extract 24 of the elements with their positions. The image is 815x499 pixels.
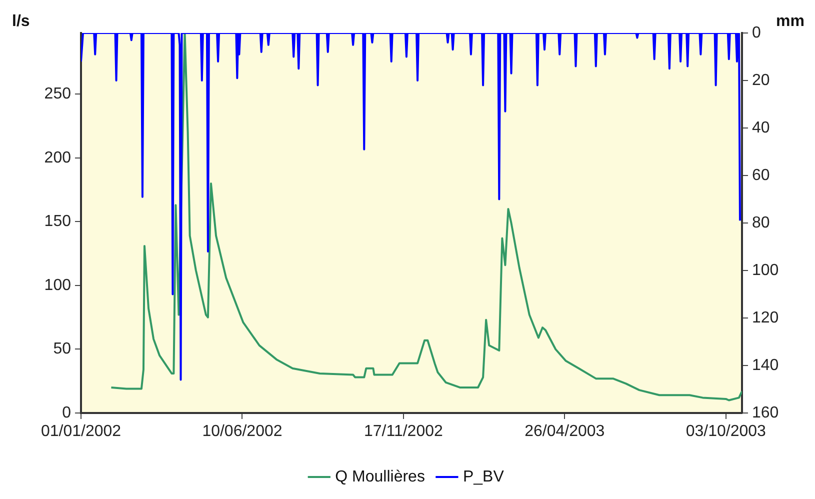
- y2-axis-title: mm: [776, 13, 804, 30]
- x-tick-label: 10/06/2002: [202, 423, 282, 440]
- y-tick-label: 0: [62, 404, 72, 422]
- y2-tick-label: 140: [752, 356, 779, 374]
- x-tick-label: 03/10/2003: [686, 423, 766, 440]
- y2-tick-label: 20: [752, 72, 770, 89]
- y-tick-label: 50: [53, 340, 72, 358]
- y-tick-label: 250: [44, 86, 72, 103]
- y-axis-title: l/s: [12, 13, 30, 30]
- y-tick-label: 150: [44, 213, 72, 230]
- x-tick-label: 01/01/2002: [40, 423, 122, 440]
- y2-tick-label: 80: [752, 214, 770, 232]
- x-tick-label: 26/04/2003: [524, 423, 605, 440]
- y2-tick-label: 160: [752, 404, 779, 422]
- legend-label: P_BV: [462, 468, 504, 486]
- y-tick-label: 100: [44, 276, 72, 294]
- y-tick-label: 200: [44, 149, 72, 166]
- y2-tick-label: 60: [752, 166, 770, 184]
- y2-tick-label: 40: [752, 119, 770, 136]
- y2-tick-label: 0: [752, 24, 761, 42]
- y2-tick-label: 100: [752, 262, 779, 279]
- legend-label: Q Moullières: [335, 468, 425, 486]
- y2-tick-label: 120: [752, 309, 779, 326]
- x-tick-label: 17/11/2002: [364, 423, 443, 440]
